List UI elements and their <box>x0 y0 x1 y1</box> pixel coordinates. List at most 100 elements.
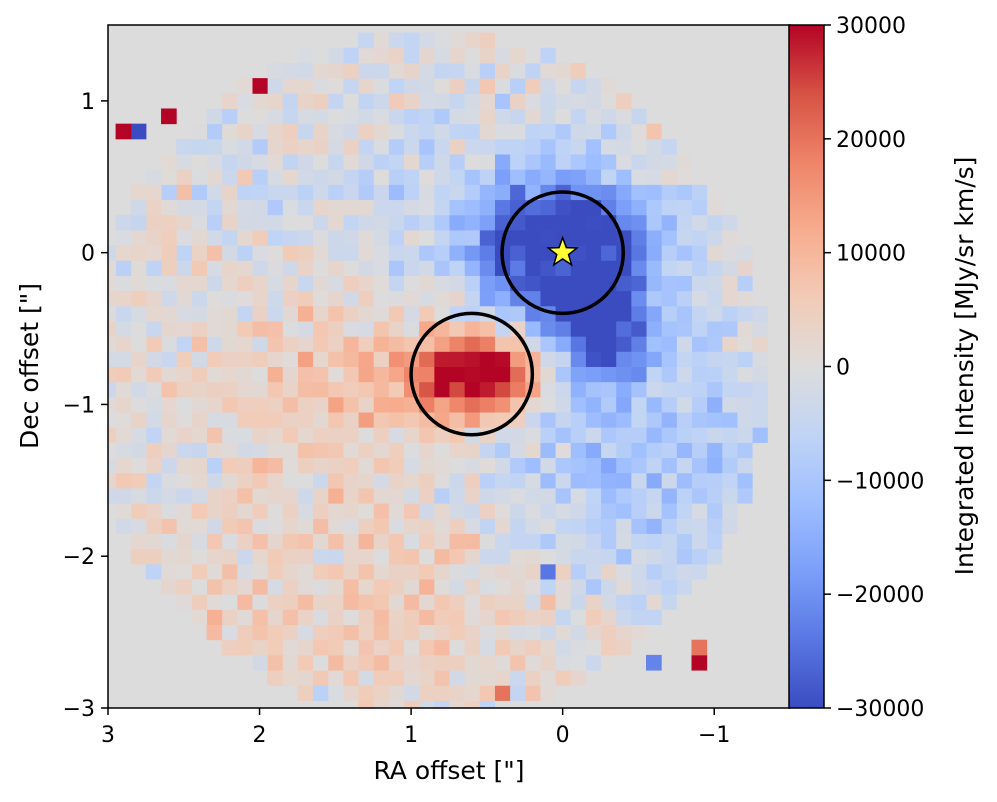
heatmap-cell <box>342 93 359 109</box>
heatmap-cell <box>661 563 677 580</box>
heatmap-cell <box>630 594 647 610</box>
heatmap-cell <box>464 457 480 474</box>
heatmap-cell <box>555 503 571 519</box>
x-axis: 3 2 1 0 −1 <box>101 708 730 748</box>
heatmap-cell <box>176 138 192 155</box>
heatmap-cell <box>221 229 238 246</box>
heatmap-cell <box>524 108 541 125</box>
heatmap-cell <box>327 275 344 292</box>
heatmap-cell <box>646 123 662 140</box>
heatmap-cell <box>312 138 329 155</box>
heatmap-cell <box>297 670 314 686</box>
heatmap-cell <box>418 685 435 701</box>
heatmap-cell <box>539 624 556 641</box>
heatmap-cell <box>615 624 632 641</box>
heatmap-cell <box>600 93 617 109</box>
heatmap-cell <box>630 123 647 140</box>
heatmap-cell <box>161 548 177 565</box>
heatmap-cell <box>615 108 632 125</box>
heatmap-cell <box>176 594 192 610</box>
heatmap-cell <box>736 245 753 261</box>
star-marker <box>546 235 580 267</box>
heatmap-cell <box>479 670 495 686</box>
heatmap-cell <box>449 199 465 216</box>
heatmap-cell <box>433 78 450 94</box>
heatmap-cell <box>108 245 117 261</box>
heatmap-cell <box>236 78 253 94</box>
heatmap-cell <box>449 578 465 595</box>
heatmap-cell <box>373 138 389 155</box>
heatmap-cell <box>600 442 617 459</box>
heatmap-cell <box>615 639 632 656</box>
heatmap-cell <box>251 305 268 322</box>
heatmap-cell <box>464 670 480 686</box>
heatmap-cell <box>267 245 283 261</box>
heatmap-cell <box>297 503 314 519</box>
heatmap-cell <box>221 639 238 656</box>
heatmap-cell <box>570 351 586 367</box>
heatmap-cell <box>433 442 450 459</box>
heatmap-cell <box>236 533 253 550</box>
heatmap-cell <box>691 290 708 307</box>
heatmap-cell <box>342 609 359 626</box>
heatmap-cell <box>449 594 465 610</box>
heatmap-cell <box>236 169 253 185</box>
heatmap-cell <box>555 290 571 307</box>
heatmap-cell <box>509 548 526 565</box>
colorbar-tick-label: 20000 <box>836 128 906 153</box>
heatmap-cell <box>433 245 450 261</box>
heatmap-cell <box>221 609 238 626</box>
heatmap-cell <box>570 457 586 474</box>
heatmap-cell <box>600 184 617 201</box>
heatmap-cell <box>161 503 177 519</box>
heatmap-cell <box>646 290 662 307</box>
heatmap-cell <box>479 472 495 489</box>
heatmap-cell <box>191 123 208 140</box>
heatmap-cell <box>403 503 420 519</box>
heatmap-cell <box>676 229 692 246</box>
heatmap-cell <box>494 670 511 686</box>
heatmap-cell <box>251 472 268 489</box>
heatmap-cell <box>464 336 480 352</box>
heatmap-cell <box>479 199 495 216</box>
heatmap-cell <box>191 290 208 307</box>
heatmap-cell <box>403 639 420 656</box>
heatmap-cell <box>615 351 632 367</box>
heatmap-cell <box>464 578 480 595</box>
heatmap-cell <box>251 518 268 534</box>
heatmap-cell <box>251 503 268 519</box>
heatmap-cell <box>630 533 647 550</box>
heatmap-cell <box>524 457 541 474</box>
heatmap-cell <box>161 108 177 125</box>
heatmap-cell <box>206 442 223 459</box>
heatmap-cell <box>161 169 177 185</box>
heatmap-cell <box>373 654 389 671</box>
heatmap-cell <box>130 260 147 276</box>
heatmap-cell <box>312 108 329 125</box>
heatmap-cell <box>206 594 223 610</box>
heatmap-cell <box>130 427 147 443</box>
heatmap-cell <box>449 457 465 474</box>
heatmap-cell <box>145 275 162 292</box>
heatmap-cell <box>570 214 586 231</box>
heatmap-cell <box>479 609 495 626</box>
heatmap-cell <box>191 154 208 170</box>
heatmap-cell <box>403 670 420 686</box>
heatmap-cell <box>691 214 708 231</box>
heatmap-cell <box>661 472 677 489</box>
heatmap-cell <box>221 533 238 550</box>
heatmap-cell <box>524 487 541 504</box>
heatmap-cell <box>555 62 571 79</box>
heatmap-cell <box>691 639 708 656</box>
heatmap-cell <box>433 154 450 170</box>
heatmap-cell <box>373 47 389 64</box>
heatmap-cell <box>176 396 192 413</box>
heatmap-cell <box>555 472 571 489</box>
heatmap-cell <box>418 290 435 307</box>
heatmap-cell <box>358 609 374 626</box>
heatmap-cell <box>251 427 268 443</box>
heatmap-cell <box>646 457 662 474</box>
heatmap-cell <box>433 351 450 367</box>
heatmap-cell <box>342 275 359 292</box>
heatmap-cell <box>327 518 344 534</box>
